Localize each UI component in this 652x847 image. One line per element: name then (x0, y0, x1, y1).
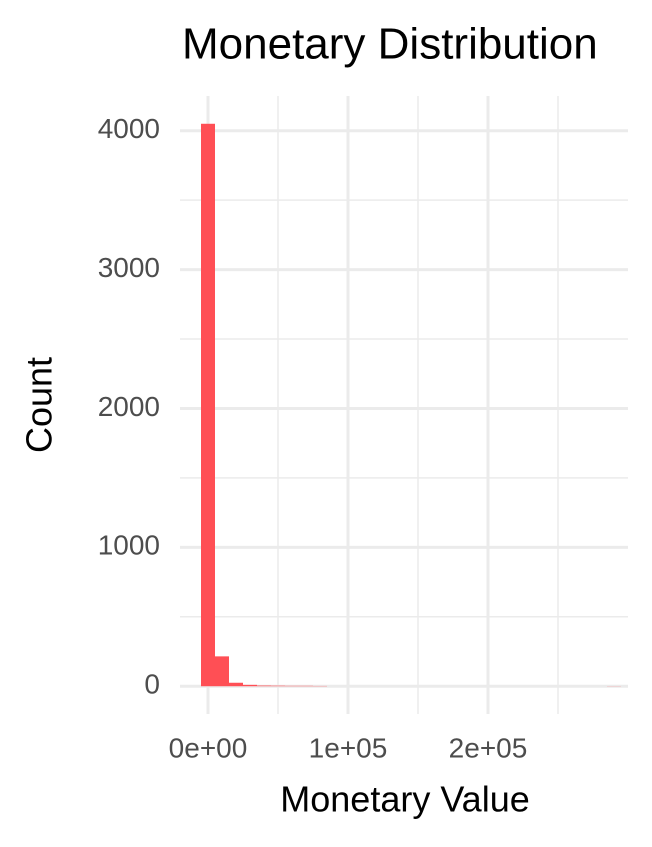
y-tick-label: 3000 (98, 252, 160, 283)
x-tick-label: 1e+05 (309, 732, 388, 763)
bar (257, 685, 271, 687)
bar (215, 656, 229, 687)
bar (229, 682, 243, 687)
bar (271, 685, 285, 687)
y-tick-label: 0 (144, 669, 160, 700)
x-axis-title: Monetary Value (280, 779, 529, 820)
bar (201, 123, 215, 687)
y-tick-label: 4000 (98, 113, 160, 144)
y-axis-title: Count (19, 357, 60, 453)
chart-title: Monetary Distribution (182, 20, 598, 69)
y-tick-label: 1000 (98, 530, 160, 561)
x-tick-label: 0e+00 (169, 732, 248, 763)
x-tick-label: 2e+05 (449, 732, 528, 763)
bar (243, 684, 257, 687)
y-tick-label: 2000 (98, 391, 160, 422)
